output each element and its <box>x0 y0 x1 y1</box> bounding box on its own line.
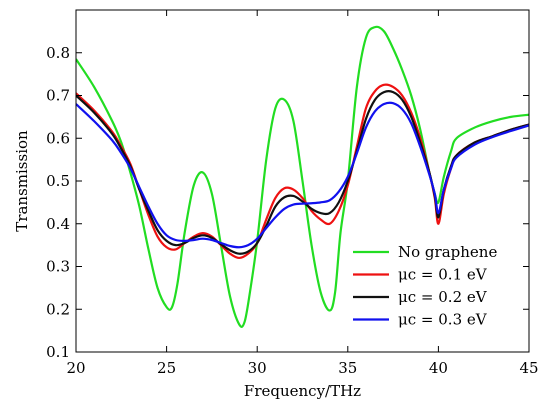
series-lines <box>76 25 529 328</box>
x-tick-label: 25 <box>157 359 176 377</box>
x-tick-label: 40 <box>429 359 448 377</box>
y-tick-label: 0.7 <box>46 87 70 105</box>
series-line-4 <box>76 101 529 249</box>
y-tick-label: 0.1 <box>46 343 70 361</box>
tick-labels: 20 25 30 35 40 45 0.1 0.2 0.3 0.4 0.5 0.6 0.7 0.8 <box>46 44 538 377</box>
y-tick-label: 0.3 <box>46 258 70 276</box>
x-tick-label: 30 <box>248 359 267 377</box>
y-tick-label: 0.8 <box>46 44 70 62</box>
legend-label: μc = 0.2 eV <box>398 288 488 306</box>
y-axis-label: Transmission <box>13 130 31 232</box>
y-tick-label: 0.4 <box>46 215 70 233</box>
legend-label: No graphene <box>398 243 497 261</box>
x-axis-label: Frequency/THz <box>244 382 361 400</box>
legend-label: μc = 0.3 eV <box>398 311 488 329</box>
x-tick-label: 45 <box>519 359 538 377</box>
y-tick-label: 0.5 <box>46 172 70 190</box>
y-tick-label: 0.2 <box>46 300 70 318</box>
x-tick-label: 20 <box>66 359 85 377</box>
y-tick-label: 0.6 <box>46 129 70 147</box>
legend-entry-3: μc = 0.2 eV <box>353 288 488 306</box>
axis-ticks <box>75 10 530 353</box>
legend-entry-4: μc = 0.3 eV <box>353 311 488 329</box>
x-tick-label: 35 <box>338 359 357 377</box>
legend-label: μc = 0.1 eV <box>398 266 488 284</box>
legend-entry-1: No graphene <box>353 243 497 261</box>
legend: No graphene μc = 0.1 eV μc = 0.2 eV μc = 0.… <box>353 243 497 329</box>
legend-entry-2: μc = 0.1 eV <box>353 266 488 284</box>
